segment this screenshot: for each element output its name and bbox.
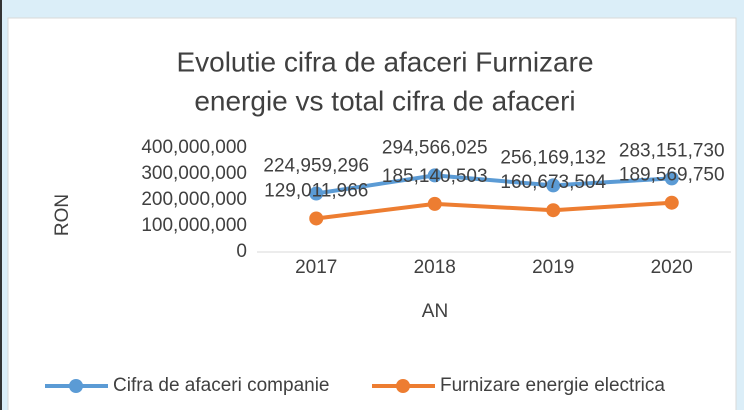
x-axis-title: AN xyxy=(422,301,448,322)
data-label: 256,169,132 xyxy=(500,147,606,168)
x-tick-label: 2020 xyxy=(651,257,693,278)
chart-title: Evolutie cifra de afaceri Furnizare xyxy=(176,46,593,77)
data-label: 160,673,504 xyxy=(500,172,606,193)
chart-area xyxy=(7,17,737,410)
x-tick-label: 2018 xyxy=(414,257,456,278)
data-point xyxy=(664,195,679,210)
data-label: 185,140,503 xyxy=(382,166,488,187)
data-label: 283,151,730 xyxy=(619,140,725,161)
series-line xyxy=(316,200,672,221)
data-label: 294,566,025 xyxy=(382,137,488,158)
data-point xyxy=(546,203,561,218)
data-point xyxy=(664,171,679,186)
data-label: 129,011,966 xyxy=(264,180,368,201)
data-label: 189,569,750 xyxy=(619,165,725,186)
y-tick-label: 200,000,000 xyxy=(141,189,247,210)
series-line xyxy=(315,173,672,196)
data-point xyxy=(309,211,324,226)
y-tick-label: 0 xyxy=(236,241,247,262)
chart-title: energie vs total cifra de afaceri xyxy=(194,85,575,116)
y-axis-title: RON xyxy=(52,194,73,236)
legend-marker xyxy=(396,379,410,393)
x-tick-label: 2019 xyxy=(532,257,574,278)
legend-label: Cifra de afaceri companie xyxy=(113,375,330,396)
legend-marker xyxy=(69,379,83,393)
y-tick-label: 400,000,000 xyxy=(141,137,247,158)
data-point xyxy=(427,196,442,211)
legend-label: Furnizare energie electrica xyxy=(440,375,665,396)
data-label: 224,959,296 xyxy=(263,156,369,177)
y-tick-label: 100,000,000 xyxy=(141,215,247,236)
x-tick-label: 2017 xyxy=(295,257,337,278)
data-point xyxy=(309,186,324,201)
y-tick-label: 300,000,000 xyxy=(141,163,247,184)
data-point xyxy=(546,178,561,193)
data-point xyxy=(427,168,442,183)
